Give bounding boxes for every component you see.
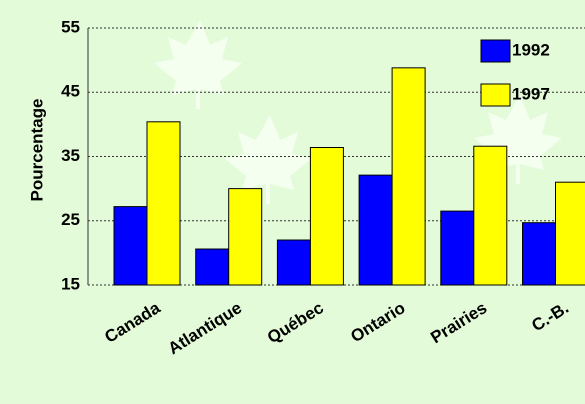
legend-label: 1992 bbox=[512, 40, 550, 59]
bar bbox=[146, 121, 181, 286]
legend-swatch bbox=[480, 39, 511, 63]
y-axis-label: Pourcentage bbox=[27, 99, 46, 202]
bar bbox=[113, 206, 148, 286]
legend-swatch bbox=[480, 83, 511, 107]
bar bbox=[228, 188, 263, 286]
y-tick-label: 15 bbox=[61, 274, 80, 293]
bar bbox=[473, 145, 508, 286]
bar bbox=[358, 174, 393, 286]
legend-label: 1997 bbox=[512, 84, 550, 103]
maple-leaf-decor bbox=[154, 20, 562, 204]
bar bbox=[195, 248, 230, 286]
bar bbox=[309, 147, 344, 286]
y-tick-label: 25 bbox=[61, 210, 80, 229]
y-tick-label: 35 bbox=[61, 146, 80, 165]
bar bbox=[391, 67, 426, 286]
y-tick-label: 55 bbox=[61, 17, 80, 36]
bar bbox=[522, 222, 556, 286]
y-tick-label: 45 bbox=[61, 82, 80, 101]
bar bbox=[555, 181, 585, 286]
bar bbox=[276, 239, 311, 286]
bar bbox=[440, 210, 475, 286]
